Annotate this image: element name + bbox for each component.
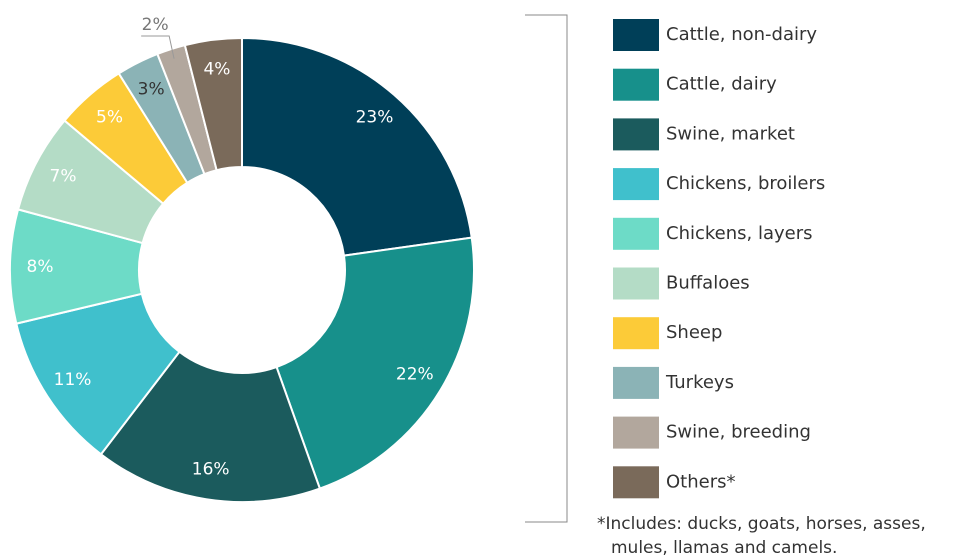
slice: [241, 36, 473, 257]
legend-swatch: [613, 19, 659, 51]
legend-label: Cattle, non-dairy: [666, 24, 817, 45]
legend-swatch: [613, 217, 659, 250]
data-label: 23%: [356, 108, 394, 128]
footnote: *Includes: ducks, goats, horses, asses,: [597, 514, 926, 534]
data-label: 5%: [96, 108, 123, 128]
data-label: 11%: [54, 370, 92, 390]
slice: [99, 350, 322, 503]
legend-bracket: [525, 14, 568, 523]
legend-swatch: [613, 118, 659, 151]
legend-label: Sheep: [666, 322, 722, 343]
data-label: 2%: [142, 15, 169, 35]
legend-label: Others*: [666, 471, 736, 492]
legend-swatch: [613, 68, 659, 101]
data-label: 16%: [192, 460, 230, 480]
data-label: 3%: [138, 80, 165, 100]
data-label: 8%: [27, 257, 54, 277]
legend-swatch: [613, 466, 659, 499]
legend-label: Cattle, dairy: [666, 74, 777, 95]
legend-swatch: [613, 366, 659, 399]
data-label: 7%: [50, 166, 77, 186]
legend-label: Swine, market: [666, 123, 795, 144]
data-label: 22%: [396, 365, 434, 385]
legend-label: Chickens, broilers: [666, 173, 825, 194]
legend-label: Buffaloes: [666, 273, 750, 294]
legend-swatch: [613, 416, 659, 449]
legend-swatch: [613, 267, 659, 300]
legend-swatch: [613, 168, 659, 201]
slice: [275, 236, 475, 490]
legend-label: Turkeys: [665, 372, 734, 393]
legend-label: Swine, breeding: [666, 422, 811, 443]
footnote: mules, llamas and camels.: [611, 538, 837, 557]
legend-label: Chickens, layers: [666, 223, 813, 244]
data-label: 4%: [203, 60, 230, 80]
leader-line: [141, 35, 175, 59]
legend-swatch: [613, 317, 659, 350]
slice: [183, 36, 243, 172]
